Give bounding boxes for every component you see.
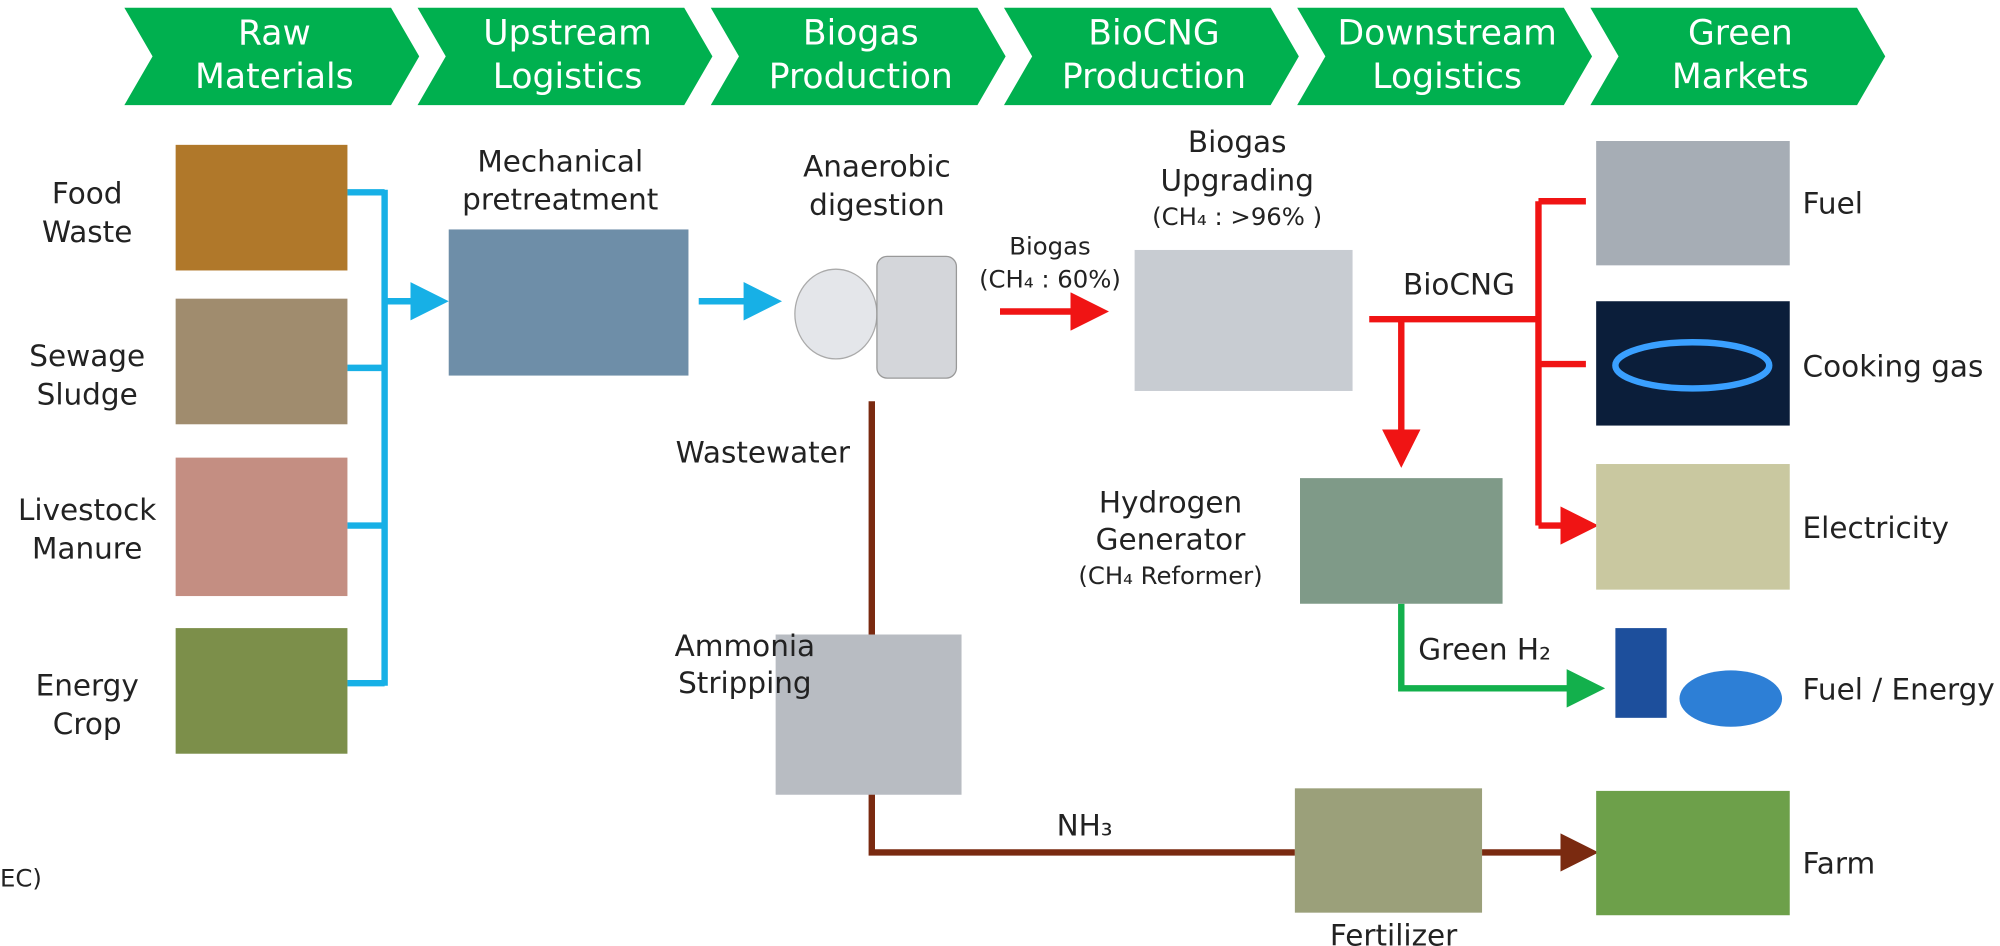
raw-material-label: Waste — [42, 215, 132, 249]
process-label: Stripping — [678, 666, 812, 700]
stage-label: Production — [1062, 57, 1246, 97]
stage-label: Green — [1688, 14, 1793, 54]
raw-material-label: Food — [52, 176, 123, 210]
process-label: pretreatment — [462, 183, 658, 217]
flow-label: NH₃ — [1057, 808, 1113, 842]
stage-label: Raw — [238, 14, 311, 54]
diagram: RawMaterialsUpstreamLogisticsBiogasProdu… — [0, 0, 2000, 946]
market-label: Electricity — [1803, 511, 1949, 545]
stage-label: Production — [769, 57, 953, 97]
process-label: Biogas — [1188, 125, 1287, 159]
raw-material-label: Energy — [36, 669, 139, 703]
process-label: Hydrogen — [1099, 485, 1242, 519]
stage-label: Markets — [1672, 57, 1809, 97]
flow-label: BioCNG — [1403, 267, 1515, 301]
market-label: Cooking gas — [1803, 349, 1984, 383]
process-label: Generator — [1096, 522, 1247, 556]
stage-label: Materials — [195, 57, 354, 97]
stage-label: BioCNG — [1088, 14, 1219, 54]
stage-label: Logistics — [493, 57, 643, 97]
process-label: Upgrading — [1160, 164, 1313, 198]
process-label: Anaerobic — [803, 149, 951, 183]
raw-material-label: Crop — [53, 707, 122, 741]
process-label: (CH₄ : >96% ) — [1152, 202, 1322, 231]
market-label: Fuel — [1803, 187, 1863, 221]
raw-material-label: Sludge — [37, 378, 138, 412]
flow-label: Green H₂ — [1418, 633, 1551, 667]
stage-label: Downstream — [1337, 14, 1556, 54]
stage-label: Logistics — [1372, 57, 1522, 97]
raw-material-label: Manure — [32, 531, 142, 565]
process-label: Fertilizer — [1330, 919, 1458, 946]
footnote: EC) — [0, 863, 42, 892]
stage-label: Upstream — [483, 14, 652, 54]
process-label: (CH₄ Reformer) — [1078, 561, 1262, 590]
market-label: Farm — [1803, 847, 1876, 881]
market-label: Fuel / Energy — [1803, 672, 1995, 706]
process-label: Ammonia — [675, 629, 816, 663]
raw-material-label: Sewage — [29, 339, 145, 373]
flow-label: (CH₄ : 60%) — [979, 265, 1121, 294]
flow-label: Biogas — [1009, 231, 1090, 260]
process-label: digestion — [809, 188, 945, 222]
stage-label: Biogas — [803, 14, 919, 54]
flow-label: Wastewater — [676, 435, 851, 469]
raw-material-label: Livestock — [18, 493, 156, 527]
process-label: Mechanical — [477, 144, 643, 178]
